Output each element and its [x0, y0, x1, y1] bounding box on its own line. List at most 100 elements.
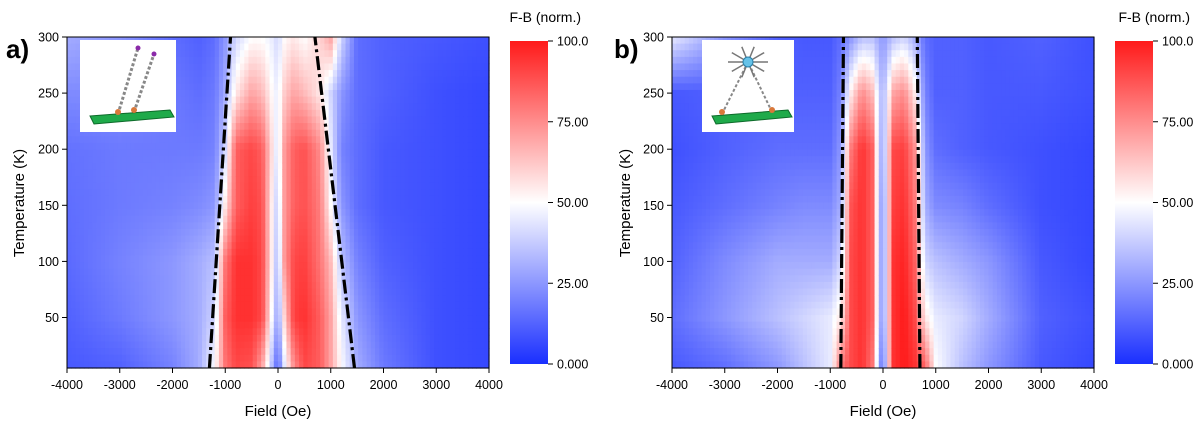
heatmap-cell [286, 242, 291, 249]
heatmap-cell [430, 262, 435, 269]
heatmap-cell [105, 209, 110, 216]
heatmap-cell [244, 328, 249, 335]
heatmap-cell [413, 176, 418, 183]
heatmap-cell [379, 269, 384, 276]
heatmap-cell [181, 97, 186, 104]
heatmap-cell [459, 262, 464, 269]
heatmap-cell [396, 328, 401, 335]
heatmap-cell [291, 249, 296, 256]
heatmap-cell [392, 322, 397, 329]
heatmap-cell [88, 176, 93, 183]
heatmap-cell [253, 242, 258, 249]
heatmap-cell [240, 262, 245, 269]
heatmap-cell [417, 183, 422, 190]
heatmap-cell [455, 262, 460, 269]
heatmap-cell [215, 70, 220, 77]
heatmap-cell [139, 315, 144, 322]
heatmap-cell [426, 63, 431, 70]
heatmap-cell [236, 342, 241, 349]
heatmap-cell [257, 242, 262, 249]
heatmap-cell [282, 103, 287, 110]
heatmap-cell [173, 289, 178, 296]
heatmap-cell [455, 229, 460, 236]
heatmap-cell [362, 97, 367, 104]
heatmap-cell [151, 176, 156, 183]
heatmap-cell [413, 150, 418, 157]
heatmap-cell [219, 242, 224, 249]
heatmap-cell [447, 143, 452, 150]
heatmap-cell [113, 328, 118, 335]
heatmap-cell [202, 150, 207, 157]
heatmap-cell [476, 203, 481, 210]
heatmap-cell [375, 50, 380, 57]
heatmap-cell [329, 110, 334, 117]
heatmap-cell [278, 44, 283, 51]
heatmap-cell [206, 189, 211, 196]
heatmap-cell [194, 97, 199, 104]
heatmap-cell [308, 308, 313, 315]
heatmap-cell [384, 269, 389, 276]
heatmap-cell [282, 130, 287, 137]
heatmap-cell [396, 216, 401, 223]
heatmap-cell [274, 229, 279, 236]
heatmap-cell [316, 169, 321, 176]
heatmap-cell [400, 255, 405, 262]
heatmap-cell [215, 183, 220, 190]
heatmap-cell [396, 282, 401, 289]
heatmap-cell [392, 216, 397, 223]
heatmap-cell [392, 37, 397, 44]
heatmap-cell [189, 44, 194, 51]
heatmap-cell [329, 216, 334, 223]
heatmap-cell [109, 315, 114, 322]
heatmap-cell [80, 322, 85, 329]
heatmap-cell [299, 255, 304, 262]
heatmap-cell [337, 289, 342, 296]
heatmap-cell [405, 116, 410, 123]
heatmap-cell [291, 150, 296, 157]
heatmap-cell [156, 348, 161, 355]
heatmap-cell [409, 163, 414, 170]
heatmap-cell [215, 83, 220, 90]
heatmap-cell [253, 289, 258, 296]
heatmap-cell [426, 183, 431, 190]
heatmap-cell [189, 229, 194, 236]
heatmap-cell [244, 110, 249, 117]
heatmap-cell [244, 90, 249, 97]
heatmap-cell [291, 123, 296, 130]
heatmap-cell [337, 322, 342, 329]
heatmap-cell [135, 222, 140, 229]
heatmap-cell [354, 44, 359, 51]
heatmap-cell [109, 308, 114, 315]
heatmap-cell [194, 229, 199, 236]
heatmap-cell [308, 295, 313, 302]
heatmap-cell [257, 282, 262, 289]
heatmap-cell [198, 37, 203, 44]
heatmap-cell [139, 203, 144, 210]
heatmap-cell [97, 289, 102, 296]
heatmap-cell [177, 156, 182, 163]
heatmap-cell [194, 83, 199, 90]
heatmap-cell [459, 169, 464, 176]
heatmap-cell [295, 229, 300, 236]
heatmap-cell [147, 163, 152, 170]
heatmap-cell [346, 236, 351, 243]
heatmap-cell [270, 322, 275, 329]
heatmap-cell [476, 83, 481, 90]
heatmap-cell [71, 103, 76, 110]
heatmap-cell [405, 143, 410, 150]
heatmap-cell [97, 163, 102, 170]
heatmap-cell [257, 97, 262, 104]
heatmap-cell [388, 110, 393, 117]
heatmap-cell [265, 63, 270, 70]
heatmap-cell [451, 229, 456, 236]
heatmap-cell [430, 335, 435, 342]
heatmap-cell [320, 282, 325, 289]
heatmap-cell [346, 203, 351, 210]
heatmap-cell [447, 203, 452, 210]
heatmap-cell [299, 203, 304, 210]
heatmap-cell [248, 269, 253, 276]
heatmap-cell [409, 176, 414, 183]
heatmap-cell [97, 150, 102, 157]
heatmap-cell [232, 169, 237, 176]
heatmap-cell [316, 116, 321, 123]
